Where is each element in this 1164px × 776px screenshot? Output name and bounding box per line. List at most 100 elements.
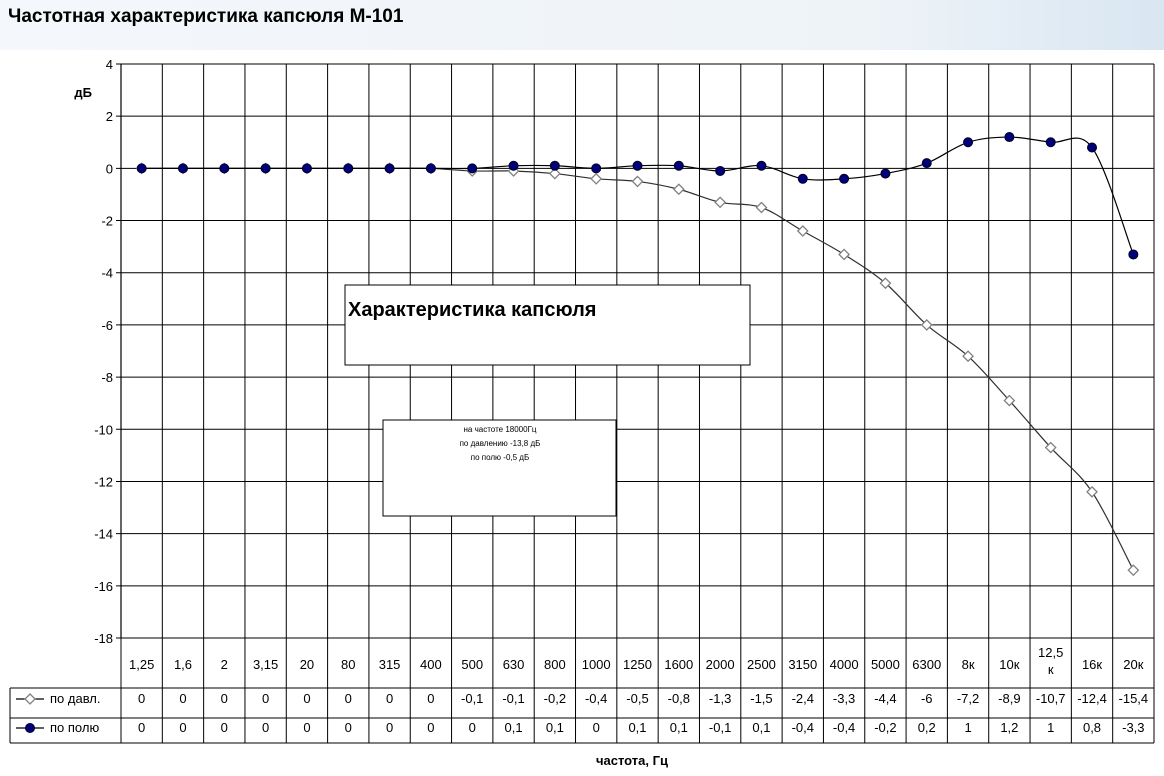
x-tick-label: 1,25 — [129, 657, 154, 672]
table-value-field: 0,1 — [546, 720, 564, 735]
table-value-pressure: 0 — [138, 691, 145, 706]
table-value-pressure: -3,3 — [833, 691, 855, 706]
series-field — [136, 132, 1139, 260]
table-value-pressure: -7,2 — [957, 691, 979, 706]
table-value-pressure: -0,8 — [668, 691, 690, 706]
data-point-pressure — [590, 172, 603, 185]
table-value-pressure: -12,4 — [1077, 691, 1107, 706]
table-value-field: 0,1 — [505, 720, 523, 735]
data-point-pressure — [631, 175, 644, 188]
table-value-field: 0 — [303, 720, 310, 735]
y-tick-label: -4 — [101, 266, 113, 281]
table-value-field: 0,8 — [1083, 720, 1101, 735]
table-value-pressure: -2,4 — [792, 691, 814, 706]
data-point-field — [673, 160, 684, 171]
table-value-field: 0 — [427, 720, 434, 735]
table-value-pressure: 0 — [262, 691, 269, 706]
data-point-pressure — [755, 201, 768, 214]
data-point-field — [508, 160, 519, 171]
annotation-note-line-3: по полю -0,5 дБ — [471, 453, 529, 462]
table-value-field: -3,3 — [1122, 720, 1144, 735]
table-value-pressure: -4,4 — [874, 691, 896, 706]
table-value-field: 0 — [593, 720, 600, 735]
data-point-field — [467, 163, 478, 174]
y-tick-label: -14 — [94, 527, 113, 542]
grid — [116, 63, 1155, 743]
table-value-pressure: -0,1 — [502, 691, 524, 706]
x-tick-label: 400 — [420, 657, 442, 672]
x-tick-label: 4000 — [830, 657, 859, 672]
table-value-field: 0,1 — [628, 720, 646, 735]
y-tick-label: -10 — [94, 422, 113, 437]
data-point-field — [921, 158, 932, 169]
y-tick-label: -12 — [94, 474, 113, 489]
x-tick-label: 2000 — [706, 657, 735, 672]
table-value-pressure: -10,7 — [1036, 691, 1066, 706]
x-tick-label: 80 — [341, 657, 355, 672]
table-value-field: -0,4 — [833, 720, 855, 735]
data-point-field — [136, 163, 147, 174]
data-point-pressure — [838, 248, 851, 261]
legend-marker-field — [25, 723, 35, 733]
data-point-field — [343, 163, 354, 174]
series-group — [135, 132, 1140, 577]
annotation-main-box: Характеристика капсюля — [344, 284, 751, 366]
data-point-field — [880, 168, 891, 179]
data-point-pressure — [1044, 441, 1057, 454]
data-point-pressure — [920, 318, 933, 331]
y-tick-label: -8 — [101, 370, 113, 385]
table-value-field: 0 — [386, 720, 393, 735]
data-point-pressure — [548, 167, 561, 180]
table-value-field: 0 — [221, 720, 228, 735]
y-tick-label: 0 — [106, 161, 113, 176]
table-value-field: 0 — [345, 720, 352, 735]
data-point-field — [301, 163, 312, 174]
x-tick-label: 1,6 — [174, 657, 192, 672]
data-point-pressure — [714, 196, 727, 209]
table-value-pressure: 0 — [179, 691, 186, 706]
x-tick-label: 800 — [544, 657, 566, 672]
data-point-pressure — [1003, 394, 1016, 407]
table-value-pressure: 0 — [345, 691, 352, 706]
legend-label-field: по полю — [50, 720, 99, 735]
y-tick-label: -16 — [94, 579, 113, 594]
x-tick-label: к — [1048, 662, 1054, 677]
x-tick-label: 315 — [379, 657, 401, 672]
data-point-field — [1087, 142, 1098, 153]
data-point-field — [1128, 249, 1139, 260]
table-value-pressure: -8,9 — [998, 691, 1020, 706]
annotation-note-box: на частоте 18000Гц по давлению -13,8 дБ … — [382, 419, 617, 517]
x-tick-label: 5000 — [871, 657, 900, 672]
annotation-note-line-1: на частоте 18000Гц — [464, 425, 537, 434]
data-point-field — [384, 163, 395, 174]
table-value-field: 1,2 — [1000, 720, 1018, 735]
table-value-field: 0,1 — [670, 720, 688, 735]
data-point-field — [839, 173, 850, 184]
table-value-field: -0,1 — [709, 720, 731, 735]
x-tick-label: 10к — [999, 657, 1019, 672]
table-value-pressure: -0,4 — [585, 691, 607, 706]
page-title: Частотная характеристика капсюля М-101 — [8, 6, 404, 27]
table-value-field: 0 — [262, 720, 269, 735]
x-tick-label: 20к — [1123, 657, 1143, 672]
data-table: 1,25 1,6 2 3,15 20 80 315 400 500 630 800 1000 1250 1… — [9, 645, 1154, 744]
annotation-main-text: Характеристика капсюля — [348, 299, 596, 321]
table-value-field: 1 — [964, 720, 971, 735]
x-axis-label: частота, Гц — [596, 753, 668, 768]
data-point-field — [632, 160, 643, 171]
y-tick-label: -18 — [94, 631, 113, 646]
data-point-field — [260, 163, 271, 174]
x-tick-label: 630 — [503, 657, 525, 672]
table-value-pressure: -0,2 — [544, 691, 566, 706]
title-bar: Частотная характеристика капсюля М-101 — [0, 0, 1164, 50]
table-value-pressure: 0 — [303, 691, 310, 706]
series-line-field — [141, 136, 1134, 255]
table-value-field: 0 — [138, 720, 145, 735]
y-axis: 4 2 0 -2 -4 -6 -8 -10 -12 -14 -16 -18 — [94, 57, 122, 646]
table-value-field: 0 — [179, 720, 186, 735]
x-tick-label: 2500 — [747, 657, 776, 672]
data-point-pressure — [879, 277, 892, 290]
data-point-field — [756, 160, 767, 171]
table-value-pressure: 0 — [386, 691, 393, 706]
data-point-field — [219, 163, 230, 174]
